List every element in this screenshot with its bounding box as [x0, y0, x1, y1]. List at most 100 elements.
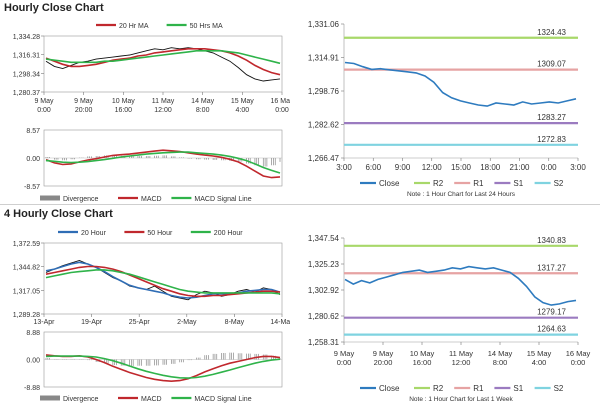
y-tick-label: 1,258.31: [308, 338, 340, 347]
x-tick-label: 10 May: [112, 98, 135, 105]
legend-label-macd: MACD: [141, 396, 162, 403]
level-label-s2: 1264.63: [537, 325, 566, 334]
y-tick-label: 1,372.59: [13, 241, 40, 248]
x-tick-label: 2-May: [177, 319, 197, 326]
x-tick-label: 25-Apr: [129, 319, 151, 326]
y-tick-label: -8.88: [24, 385, 40, 392]
x-tick-label: 11 May: [152, 98, 175, 105]
hourly-price-chart: 1,334.28 1,316.31 1,298.34 1,280.37 20 Hr MA…: [13, 23, 290, 114]
x-tick-label: 21:00: [509, 163, 530, 172]
legend-label-s1: S1: [513, 384, 523, 393]
legend-label-200-hour: 200 Hour: [214, 230, 243, 237]
y-tick-label: 1,344.82: [13, 265, 40, 272]
series-line-close: [45, 260, 281, 301]
legend-label-r2: R2: [433, 384, 444, 393]
legend-label-macd-signal-line: MACD Signal Line: [194, 196, 251, 203]
plot-frame: [43, 35, 283, 93]
legend-label-50-hour: 50 Hour: [147, 230, 173, 237]
level-label-s2: 1272.83: [537, 135, 566, 144]
level-label-r1: 1309.07: [537, 60, 566, 69]
legend-label-divergence: Divergence: [63, 196, 99, 203]
legend-label-20-hr-ma: 20 Hr MA: [119, 23, 149, 30]
x-tick-label: 20:00: [374, 358, 393, 367]
x-tick-label: 14-May: [270, 319, 290, 326]
hourly-levels-chart: 1,331.06 1,314.91 1,298.76 1,282.62 1,266.47…: [308, 20, 586, 198]
y-tick-label: 1,325.23: [308, 260, 340, 269]
legend-label-divergence: Divergence: [63, 396, 99, 403]
x-tick-label: 0:00: [37, 107, 51, 114]
level-label-r2: 1340.83: [537, 236, 566, 245]
y-tick-label: 1,334.28: [13, 34, 40, 41]
x-tick-label: 18:00: [480, 163, 501, 172]
x-tick-label: 15 May: [231, 98, 254, 105]
legend-label-20-hour: 20 Hour: [81, 230, 107, 237]
x-tick-label: 6:00: [365, 163, 381, 172]
legend-label-r1: R1: [473, 179, 484, 188]
y-tick-label: 1,298.34: [13, 71, 40, 78]
x-tick-label: 12:00: [422, 163, 443, 172]
section-divider: [0, 204, 600, 205]
x-tick-label: 0:00: [571, 358, 586, 367]
x-tick-label: 3:00: [336, 163, 352, 172]
y-tick-label: 1,316.31: [13, 53, 40, 60]
y-tick-label: 1,289.28: [13, 312, 40, 319]
legend-swatch-divergence: [40, 395, 60, 401]
legend-label-close: Close: [379, 384, 400, 393]
legend-label-macd-signal-line: MACD Signal Line: [194, 396, 251, 403]
y-tick-label: 1,280.62: [308, 312, 340, 321]
y-tick-label: 1,302.92: [308, 286, 340, 295]
x-tick-label: 9 May: [74, 98, 94, 105]
four-hourly-price-chart: 1,372.59 1,344.82 1,317.05 1,289.28 20 Hour 5…: [13, 230, 290, 326]
x-tick-label: 20:00: [75, 107, 93, 114]
y-tick-label: 0.00: [26, 156, 40, 163]
x-tick-label: 14 May: [488, 349, 513, 358]
series-line-close: [344, 265, 577, 306]
x-tick-label: 14 May: [191, 98, 214, 105]
series-line-20-hr-ma: [45, 47, 281, 76]
x-tick-label: 9 May: [334, 349, 355, 358]
x-tick-label: 13-Apr: [33, 319, 55, 326]
x-tick-label: 0:00: [337, 358, 352, 367]
hourly-macd-chart: 8.57 0.00 -8.57 Divergence MACD MACD Signal L…: [24, 128, 283, 203]
level-label-r2: 1324.43: [537, 28, 566, 37]
legend-label-r2: R2: [433, 179, 444, 188]
x-tick-label: 8:00: [196, 107, 210, 114]
x-tick-label: 9 May: [34, 98, 54, 105]
x-tick-label: 9 May: [373, 349, 394, 358]
series-line-50-hrs-ma: [45, 49, 281, 65]
x-tick-label: 12:00: [154, 107, 172, 114]
x-tick-label: 4:00: [532, 358, 547, 367]
legend-label-r1: R1: [473, 384, 484, 393]
legend-label-close: Close: [379, 179, 400, 188]
x-tick-label: 16:00: [115, 107, 133, 114]
level-label-s1: 1283.27: [537, 113, 566, 122]
x-tick-label: 0:00: [275, 107, 289, 114]
legend-label-macd: MACD: [141, 196, 162, 203]
four-hourly-macd-chart: 8.88 0.00 -8.88 Divergence MACD MACD Signal L…: [24, 330, 283, 403]
x-tick-label: 0:00: [541, 163, 557, 172]
series-line-200-hour: [45, 269, 281, 295]
hourly-section-title: Hourly Close Chart: [4, 2, 104, 14]
x-tick-label: 16 May: [566, 349, 591, 358]
legend-label-s2: S2: [554, 179, 564, 188]
x-tick-label: 10 May: [410, 349, 435, 358]
x-tick-label: 12:00: [452, 358, 471, 367]
y-tick-label: 1,266.47: [308, 154, 340, 163]
y-tick-label: 1,282.62: [308, 121, 340, 130]
series-line-macd: [45, 149, 281, 179]
y-tick-label: 8.57: [26, 128, 40, 135]
legend-swatch-divergence: [40, 195, 60, 201]
legend-label-s2: S2: [554, 384, 564, 393]
legend-label-s1: S1: [513, 179, 523, 188]
y-tick-label: 1,298.76: [308, 87, 340, 96]
x-tick-label: 16:00: [413, 358, 432, 367]
x-tick-label: 9:00: [395, 163, 411, 172]
chart-note: Note : 1 Hour Chart for Last 1 Week: [409, 396, 513, 403]
level-label-s1: 1279.17: [537, 308, 566, 317]
legend-label-50-hrs-ma: 50 Hrs MA: [190, 23, 223, 30]
y-tick-label: 0.00: [26, 358, 40, 365]
y-tick-label: 1,331.06: [308, 20, 340, 29]
x-tick-label: 16 May: [271, 98, 290, 105]
chart-note: Note : 1 Hour Chart for Last 24 Hours: [407, 191, 516, 198]
y-tick-label: -8.57: [24, 184, 40, 191]
